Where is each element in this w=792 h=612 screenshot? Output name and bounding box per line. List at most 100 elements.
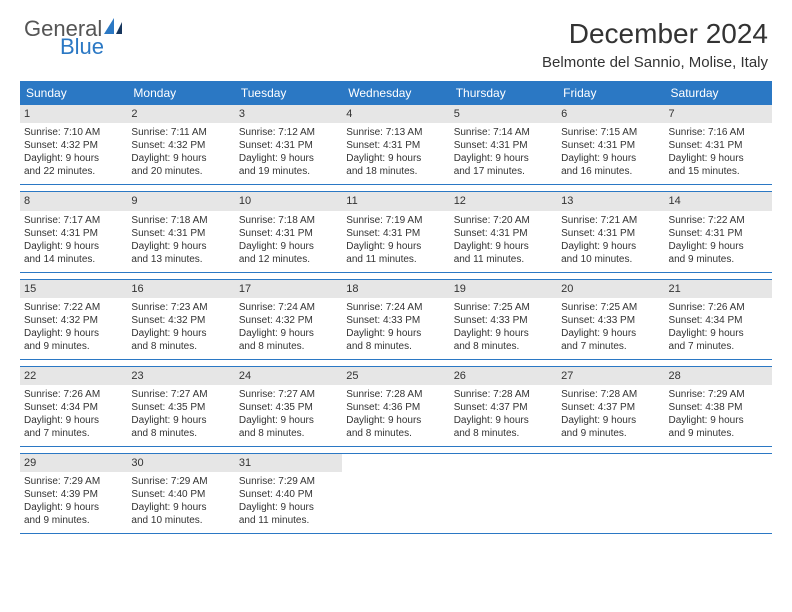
daylight-text: and 9 minutes.: [24, 340, 123, 353]
sunset-text: Sunset: 4:31 PM: [454, 139, 553, 152]
day-cell: 11Sunrise: 7:19 AMSunset: 4:31 PMDayligh…: [342, 192, 449, 271]
daylight-text: and 8 minutes.: [239, 427, 338, 440]
sunrise-text: Sunrise: 7:11 AM: [131, 126, 230, 139]
sunset-text: Sunset: 4:31 PM: [239, 227, 338, 240]
daylight-text: Daylight: 9 hours: [346, 152, 445, 165]
sunset-text: Sunset: 4:32 PM: [131, 314, 230, 327]
daylight-text: Daylight: 9 hours: [24, 501, 123, 514]
daylight-text: Daylight: 9 hours: [561, 152, 660, 165]
daylight-text: Daylight: 9 hours: [346, 327, 445, 340]
day-cell: 3Sunrise: 7:12 AMSunset: 4:31 PMDaylight…: [235, 105, 342, 184]
day-cell: 29Sunrise: 7:29 AMSunset: 4:39 PMDayligh…: [20, 454, 127, 533]
daylight-text: and 11 minutes.: [346, 253, 445, 266]
day-cell: 6Sunrise: 7:15 AMSunset: 4:31 PMDaylight…: [557, 105, 664, 184]
sunset-text: Sunset: 4:31 PM: [669, 139, 768, 152]
weekday-header: Sunday: [20, 81, 127, 105]
page-header: General Blue December 2024 Belmonte del …: [0, 0, 792, 77]
daylight-text: and 19 minutes.: [239, 165, 338, 178]
sunrise-text: Sunrise: 7:15 AM: [561, 126, 660, 139]
daylight-text: and 13 minutes.: [131, 253, 230, 266]
sunset-text: Sunset: 4:31 PM: [669, 227, 768, 240]
daylight-text: Daylight: 9 hours: [454, 240, 553, 253]
sunset-text: Sunset: 4:31 PM: [346, 139, 445, 152]
daylight-text: and 20 minutes.: [131, 165, 230, 178]
sunrise-text: Sunrise: 7:28 AM: [346, 388, 445, 401]
daylight-text: Daylight: 9 hours: [131, 240, 230, 253]
day-cell: [450, 454, 557, 533]
day-number: 19: [450, 280, 557, 298]
sunset-text: Sunset: 4:33 PM: [346, 314, 445, 327]
sunset-text: Sunset: 4:31 PM: [131, 227, 230, 240]
daylight-text: Daylight: 9 hours: [239, 152, 338, 165]
sunset-text: Sunset: 4:33 PM: [561, 314, 660, 327]
day-number: 18: [342, 280, 449, 298]
weekday-header-row: Sunday Monday Tuesday Wednesday Thursday…: [20, 81, 772, 105]
title-block: December 2024 Belmonte del Sannio, Molis…: [542, 18, 768, 71]
daylight-text: Daylight: 9 hours: [561, 414, 660, 427]
daylight-text: and 9 minutes.: [24, 514, 123, 527]
day-number: 5: [450, 105, 557, 123]
sunrise-text: Sunrise: 7:28 AM: [454, 388, 553, 401]
daylight-text: Daylight: 9 hours: [239, 501, 338, 514]
weekday-header: Saturday: [665, 81, 772, 105]
sunrise-text: Sunrise: 7:10 AM: [24, 126, 123, 139]
day-number: 16: [127, 280, 234, 298]
day-cell: 1Sunrise: 7:10 AMSunset: 4:32 PMDaylight…: [20, 105, 127, 184]
daylight-text: and 7 minutes.: [24, 427, 123, 440]
sunrise-text: Sunrise: 7:23 AM: [131, 301, 230, 314]
sunset-text: Sunset: 4:31 PM: [454, 227, 553, 240]
day-number: 25: [342, 367, 449, 385]
sunrise-text: Sunrise: 7:29 AM: [239, 475, 338, 488]
sunrise-text: Sunrise: 7:19 AM: [346, 214, 445, 227]
sunset-text: Sunset: 4:37 PM: [561, 401, 660, 414]
sunrise-text: Sunrise: 7:22 AM: [669, 214, 768, 227]
daylight-text: and 9 minutes.: [561, 427, 660, 440]
sunset-text: Sunset: 4:33 PM: [454, 314, 553, 327]
day-cell: 14Sunrise: 7:22 AMSunset: 4:31 PMDayligh…: [665, 192, 772, 271]
weekday-header: Tuesday: [235, 81, 342, 105]
day-cell: 16Sunrise: 7:23 AMSunset: 4:32 PMDayligh…: [127, 280, 234, 359]
day-cell: 18Sunrise: 7:24 AMSunset: 4:33 PMDayligh…: [342, 280, 449, 359]
sunset-text: Sunset: 4:35 PM: [131, 401, 230, 414]
day-number: 8: [20, 192, 127, 210]
week-row: 15Sunrise: 7:22 AMSunset: 4:32 PMDayligh…: [20, 279, 772, 360]
daylight-text: and 7 minutes.: [561, 340, 660, 353]
day-cell: 9 Sunrise: 7:18 AMSunset: 4:31 PMDaylight…: [127, 192, 234, 271]
day-cell: 5Sunrise: 7:14 AMSunset: 4:31 PMDaylight…: [450, 105, 557, 184]
day-number: 30: [127, 454, 234, 472]
sunrise-text: Sunrise: 7:20 AM: [454, 214, 553, 227]
day-number: 12: [450, 192, 557, 210]
daylight-text: and 8 minutes.: [131, 340, 230, 353]
daylight-text: and 8 minutes.: [454, 340, 553, 353]
sunrise-text: Sunrise: 7:16 AM: [669, 126, 768, 139]
day-cell: [557, 454, 664, 533]
week-row: 22Sunrise: 7:26 AMSunset: 4:34 PMDayligh…: [20, 366, 772, 447]
sunset-text: Sunset: 4:31 PM: [561, 139, 660, 152]
sunrise-text: Sunrise: 7:29 AM: [24, 475, 123, 488]
sunrise-text: Sunrise: 7:27 AM: [131, 388, 230, 401]
sunset-text: Sunset: 4:40 PM: [131, 488, 230, 501]
day-number: 23: [127, 367, 234, 385]
sunset-text: Sunset: 4:34 PM: [24, 401, 123, 414]
sunrise-text: Sunrise: 7:17 AM: [24, 214, 123, 227]
sunset-text: Sunset: 4:35 PM: [239, 401, 338, 414]
day-number: 9: [127, 192, 234, 210]
sunrise-text: Sunrise: 7:25 AM: [561, 301, 660, 314]
sunrise-text: Sunrise: 7:26 AM: [669, 301, 768, 314]
day-number: 3: [235, 105, 342, 123]
daylight-text: and 9 minutes.: [669, 427, 768, 440]
sunset-text: Sunset: 4:32 PM: [239, 314, 338, 327]
day-cell: [665, 454, 772, 533]
daylight-text: Daylight: 9 hours: [239, 414, 338, 427]
day-number: 4: [342, 105, 449, 123]
day-number: 29: [20, 454, 127, 472]
day-number: 13: [557, 192, 664, 210]
daylight-text: Daylight: 9 hours: [561, 240, 660, 253]
day-cell: 25Sunrise: 7:28 AMSunset: 4:36 PMDayligh…: [342, 367, 449, 446]
daylight-text: and 18 minutes.: [346, 165, 445, 178]
daylight-text: Daylight: 9 hours: [669, 414, 768, 427]
week-row: 8Sunrise: 7:17 AMSunset: 4:31 PMDaylight…: [20, 191, 772, 272]
daylight-text: and 11 minutes.: [239, 514, 338, 527]
sunrise-text: Sunrise: 7:18 AM: [131, 214, 230, 227]
sunrise-text: Sunrise: 7:22 AM: [24, 301, 123, 314]
